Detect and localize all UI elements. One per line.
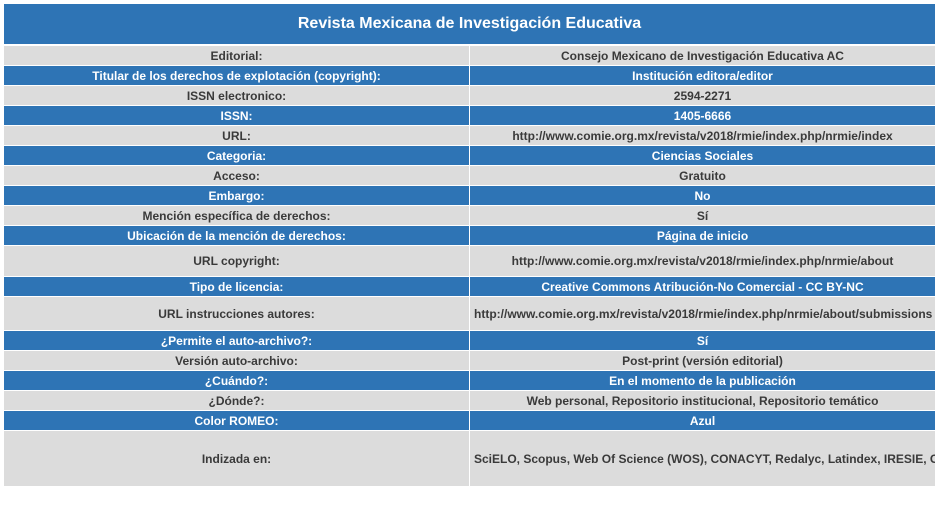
row-value: http://www.comie.org.mx/revista/v2018/rm…: [469, 245, 936, 277]
row-license-type: Tipo de licencia: Creative Commons Atrib…: [3, 276, 936, 297]
row-indexed-in: Indizada en: SciELO, Scopus, Web Of Scie…: [3, 430, 936, 487]
row-rights-mention: Mención específica de derechos: Sí: [3, 205, 936, 226]
row-label: Color ROMEO:: [3, 410, 470, 431]
row-issn: ISSN: 1405-6666: [3, 105, 936, 126]
row-embargo: Embargo: No: [3, 185, 936, 206]
row-value: Página de inicio: [469, 225, 936, 246]
row-label: Versión auto-archivo:: [3, 350, 470, 371]
row-value: Azul: [469, 410, 936, 431]
row-value: Ciencias Sociales: [469, 145, 936, 166]
row-label: Ubicación de la mención de derechos:: [3, 225, 470, 246]
row-label: Mención específica de derechos:: [3, 205, 470, 226]
row-value: Consejo Mexicano de Investigación Educat…: [469, 44, 936, 66]
row-value: http://www.comie.org.mx/revista/v2018/rm…: [469, 125, 936, 146]
row-label: Indizada en:: [3, 430, 470, 487]
row-issn-electronic: ISSN electronico: 2594-2271: [3, 85, 936, 106]
journal-title: Revista Mexicana de Investigación Educat…: [3, 3, 936, 46]
row-url: URL: http://www.comie.org.mx/revista/v20…: [3, 125, 936, 146]
row-label: Embargo:: [3, 185, 470, 206]
row-value: Institución editora/editor: [469, 65, 936, 86]
row-label: Categoria:: [3, 145, 470, 166]
row-value: Post-print (versión editorial): [469, 350, 936, 371]
row-copyright-holder: Titular de los derechos de explotación (…: [3, 65, 936, 86]
row-label: ISSN electronico:: [3, 85, 470, 106]
row-self-archive-version: Versión auto-archivo: Post-print (versió…: [3, 350, 936, 371]
row-label: ISSN:: [3, 105, 470, 126]
row-value: 2594-2271: [469, 85, 936, 106]
row-value: No: [469, 185, 936, 206]
row-value: http://www.comie.org.mx/revista/v2018/rm…: [469, 296, 936, 331]
row-when: ¿Cuándo?: En el momento de la publicació…: [3, 370, 936, 391]
row-value: Sí: [469, 330, 936, 351]
row-value: En el momento de la publicación: [469, 370, 936, 391]
row-self-archiving: ¿Permite el auto-archivo?: Sí: [3, 330, 936, 351]
row-value: Web personal, Repositorio institucional,…: [469, 390, 936, 411]
row-rights-location: Ubicación de la mención de derechos: Pág…: [3, 225, 936, 246]
row-value: 1405-6666: [469, 105, 936, 126]
row-access: Acceso: Gratuito: [3, 165, 936, 186]
row-label: Acceso:: [3, 165, 470, 186]
row-url-copyright: URL copyright: http://www.comie.org.mx/r…: [3, 245, 936, 277]
row-value: Creative Commons Atribución-No Comercial…: [469, 276, 936, 297]
row-where: ¿Dónde?: Web personal, Repositorio insti…: [3, 390, 936, 411]
row-value: Gratuito: [469, 165, 936, 186]
row-category: Categoria: Ciencias Sociales: [3, 145, 936, 166]
row-value: SciELO, Scopus, Web Of Science (WOS), CO…: [469, 430, 936, 487]
journal-info-table: Revista Mexicana de Investigación Educat…: [3, 3, 936, 487]
title-row: Revista Mexicana de Investigación Educat…: [3, 3, 936, 46]
row-romeo-color: Color ROMEO: Azul: [3, 410, 936, 431]
row-value: Sí: [469, 205, 936, 226]
row-editorial: Editorial: Consejo Mexicano de Investiga…: [3, 44, 936, 66]
row-url-author-instructions: URL instrucciones autores: http://www.co…: [3, 296, 936, 331]
row-label: URL:: [3, 125, 470, 146]
row-label: Tipo de licencia:: [3, 276, 470, 297]
row-label: Editorial:: [3, 44, 470, 66]
row-label: ¿Cuándo?:: [3, 370, 470, 391]
row-label: ¿Dónde?:: [3, 390, 470, 411]
journal-info-panel: Revista Mexicana de Investigación Educat…: [3, 3, 936, 487]
row-label: ¿Permite el auto-archivo?:: [3, 330, 470, 351]
row-label: URL instrucciones autores:: [3, 296, 470, 331]
row-label: Titular de los derechos de explotación (…: [3, 65, 470, 86]
row-label: URL copyright:: [3, 245, 470, 277]
